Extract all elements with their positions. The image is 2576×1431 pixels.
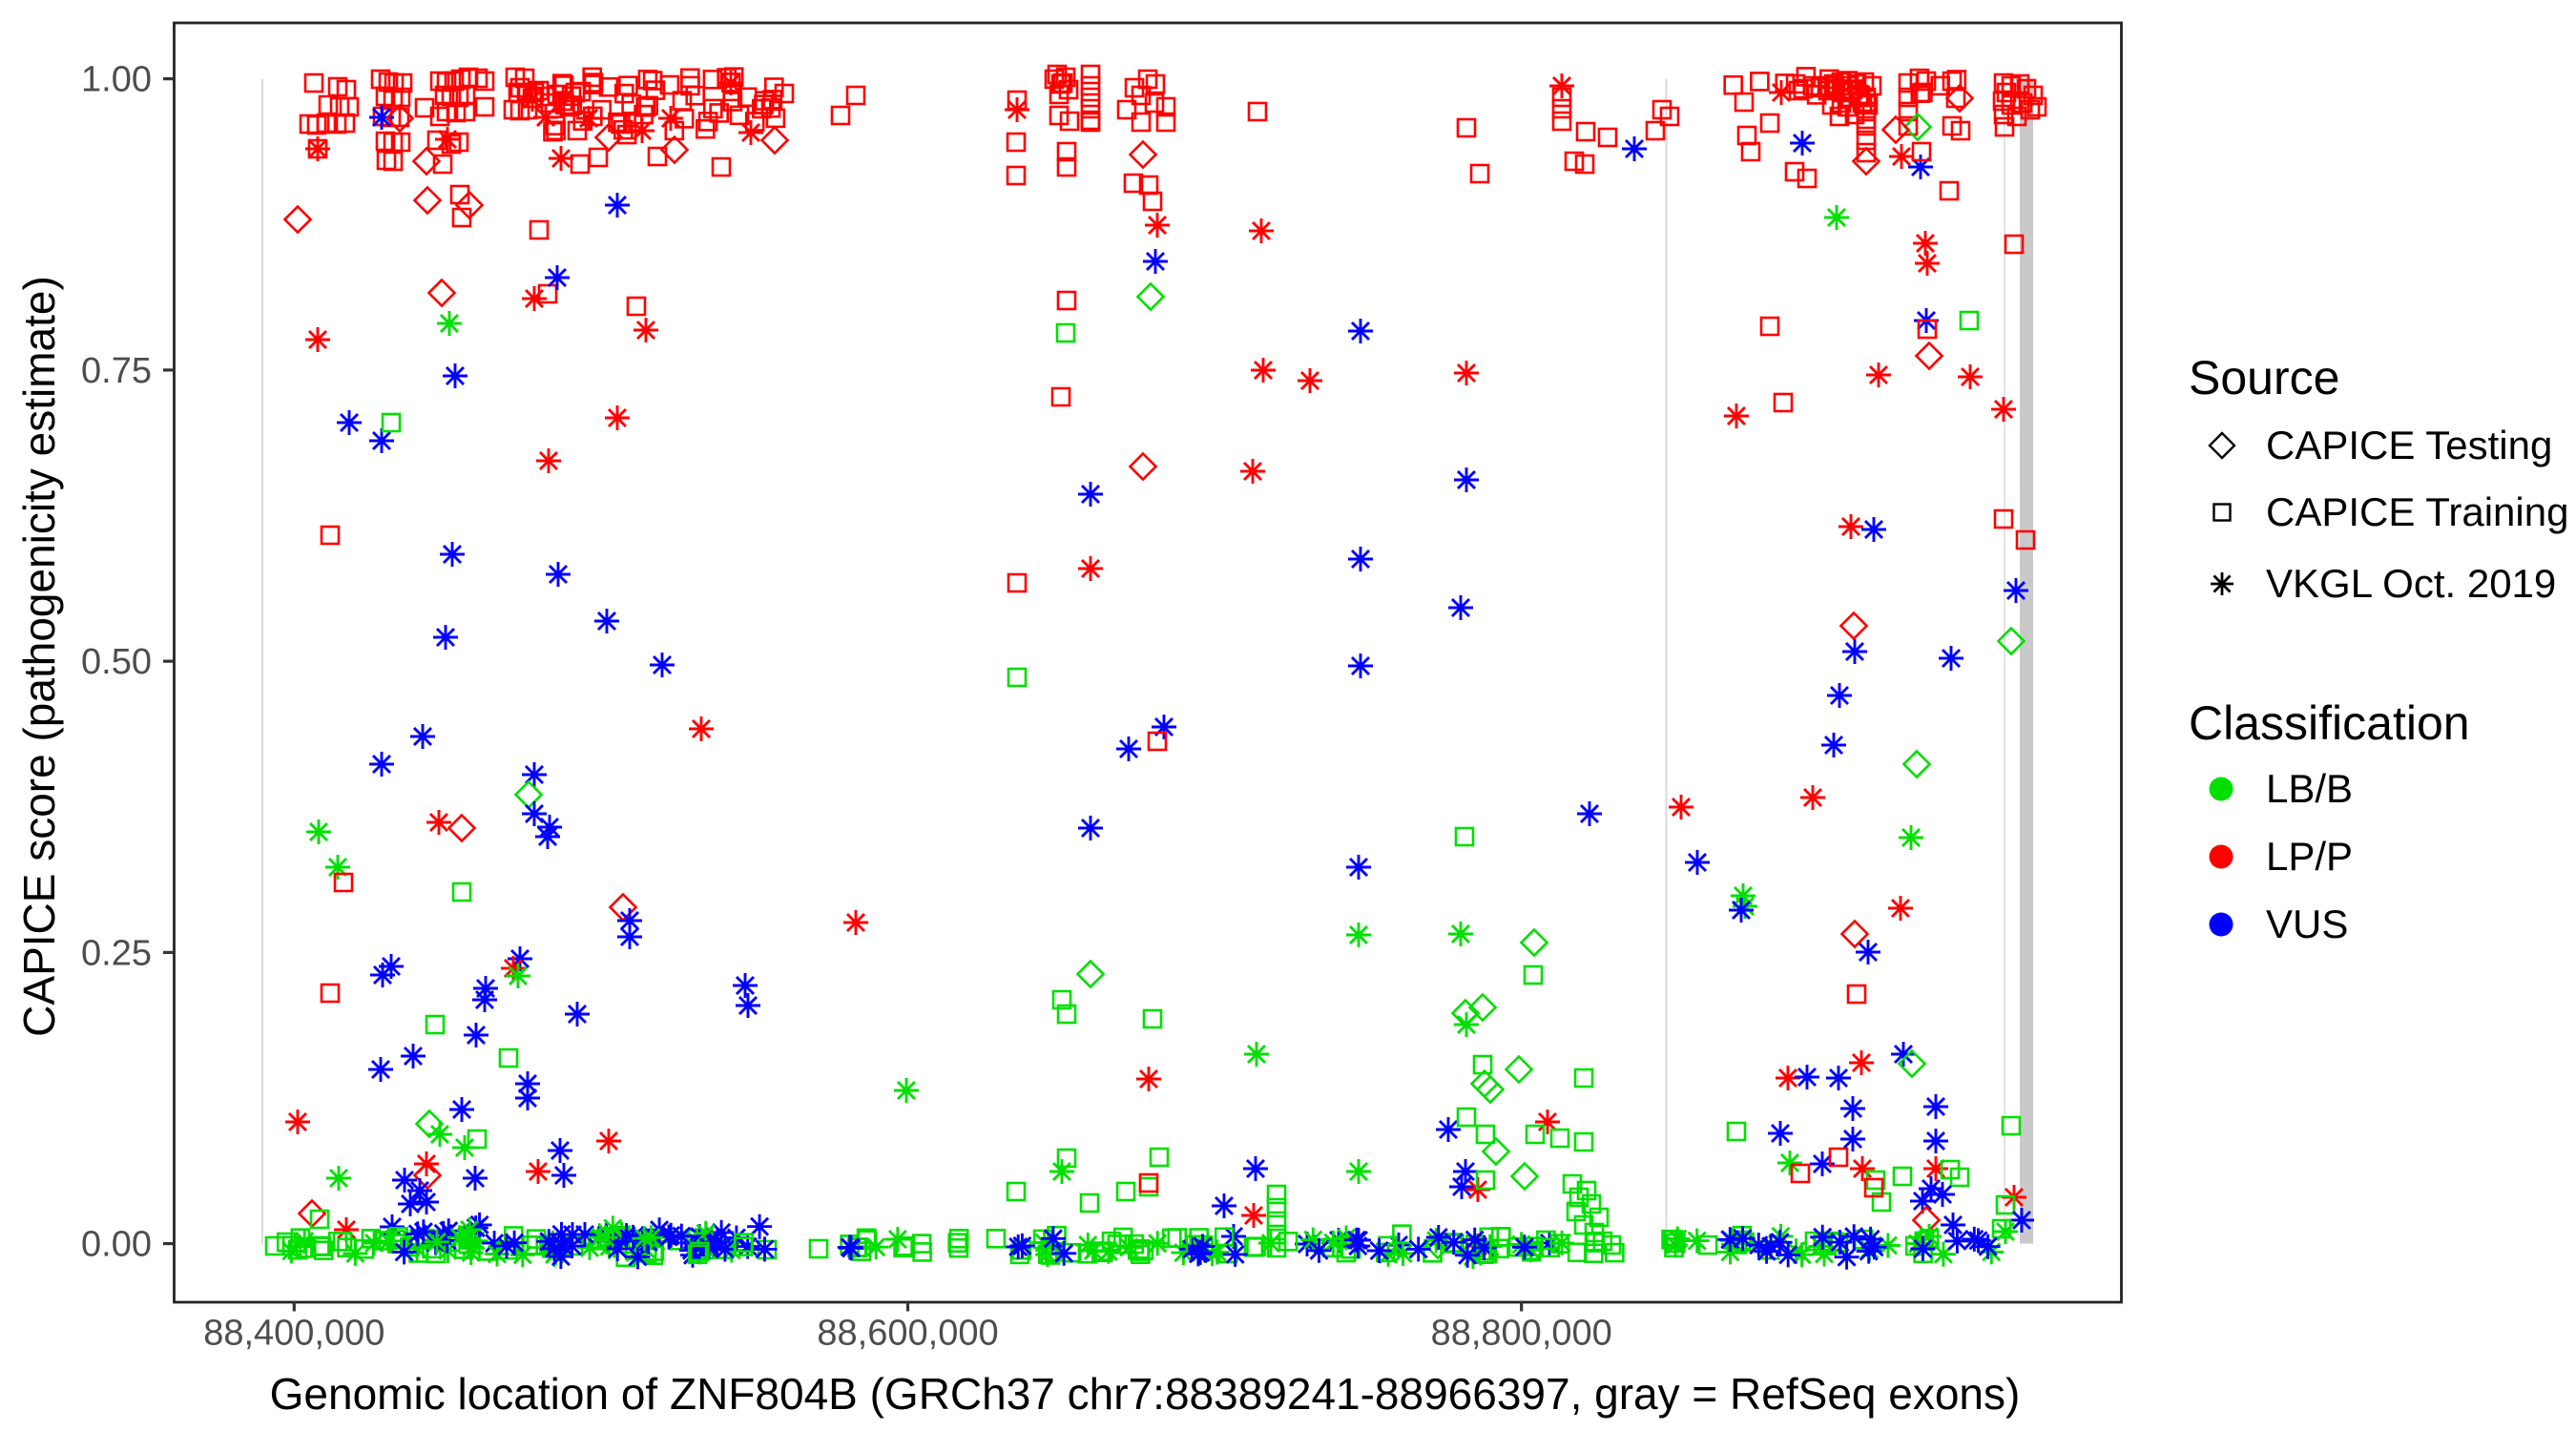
svg-text:1.00: 1.00 — [81, 60, 152, 100]
svg-text:CAPICE Testing: CAPICE Testing — [2266, 423, 2552, 467]
svg-text:0.75: 0.75 — [81, 351, 152, 391]
svg-text:0.25: 0.25 — [81, 933, 152, 973]
svg-text:88,400,000: 88,400,000 — [203, 1314, 384, 1354]
svg-text:88,800,000: 88,800,000 — [1431, 1314, 1612, 1354]
svg-text:0.00: 0.00 — [81, 1225, 152, 1265]
svg-text:0.50: 0.50 — [81, 642, 152, 682]
svg-text:LB/B: LB/B — [2266, 766, 2353, 811]
svg-text:LP/P: LP/P — [2266, 834, 2353, 879]
svg-text:VKGL Oct. 2019: VKGL Oct. 2019 — [2266, 561, 2556, 606]
svg-text:Source: Source — [2189, 351, 2339, 404]
svg-text:VUS: VUS — [2266, 902, 2348, 946]
svg-text:CAPICE Training: CAPICE Training — [2266, 489, 2568, 534]
svg-text:Classification: Classification — [2189, 696, 2470, 750]
svg-text:CAPICE score (pathogenicity es: CAPICE score (pathogenicity estimate) — [14, 276, 64, 1037]
svg-text:88,600,000: 88,600,000 — [817, 1314, 998, 1354]
svg-text:Genomic location of ZNF804B (G: Genomic location of ZNF804B (GRCh37 chr7… — [270, 1369, 2021, 1419]
